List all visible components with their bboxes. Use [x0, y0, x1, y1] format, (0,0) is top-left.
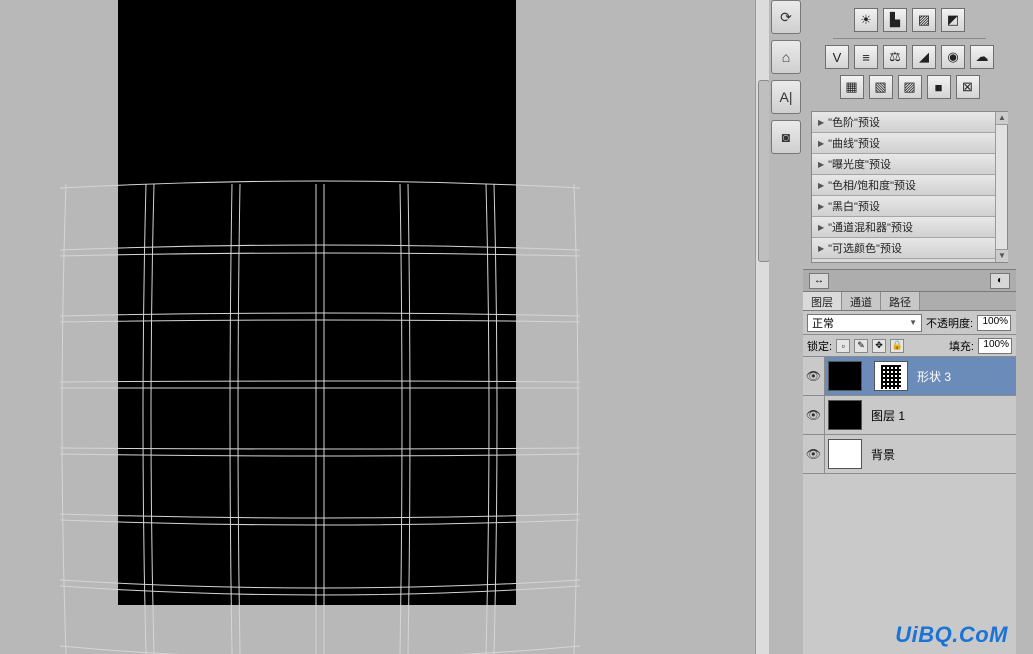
tool-icon-4[interactable]: ◙ — [771, 120, 801, 154]
adj-threshold-icon[interactable]: ▨ — [898, 75, 922, 99]
blend-mode-value: 正常 — [812, 315, 834, 331]
layer-name: 图层 1 — [865, 407, 905, 424]
tool-icon-2[interactable]: ⌂ — [771, 40, 801, 74]
watermark-text: UiBQ.CoM — [895, 622, 1008, 648]
preset-item[interactable]: ▶ "色相/饱和度"预设 — [812, 175, 995, 196]
chevron-down-icon: ▼ — [909, 318, 917, 327]
preset-item[interactable]: ▶ "色阶"预设 — [812, 112, 995, 133]
adj-hue-icon[interactable]: ≡ — [854, 45, 878, 69]
tab-channels[interactable]: 通道 — [842, 292, 881, 310]
tab-paths[interactable]: 路径 — [881, 292, 920, 310]
expand-icon: ▶ — [818, 244, 824, 253]
layer-row[interactable]: 👁 背景 — [803, 435, 1016, 474]
layers-list: 👁 形状 3 👁 图层 1 👁 背景 — [803, 357, 1016, 654]
adj-balance-icon[interactable]: ⚖ — [883, 45, 907, 69]
expand-icon: ▶ — [818, 202, 824, 211]
preset-item[interactable]: ▶ "通道混和器"预设 — [812, 217, 995, 238]
expand-icon: ▶ — [818, 160, 824, 169]
adj-photofilter-icon[interactable]: ◉ — [941, 45, 965, 69]
expand-icon: ▶ — [818, 118, 824, 127]
right-panel-stack: ☀ ▙ ▨ ◩ V ≡ ⚖ ◢ ◉ ☁ ▦ ▧ ▨ ■ ⊠ ▶ "色阶"预设 ▶ "… — [803, 0, 1016, 654]
adj-vibrance-icon[interactable]: V — [825, 45, 849, 69]
adjustment-presets-list: ▶ "色阶"预设 ▶ "曲线"预设 ▶ "曝光度"预设 ▶ "色相/饱和度"预设 ▶ "黑… — [811, 111, 1008, 263]
preset-scrollbar[interactable] — [995, 112, 1007, 262]
preset-label: "色相/饱和度"预设 — [828, 177, 916, 193]
adjustments-footer: ↔ ◐ — [803, 269, 1016, 291]
adj-invert-icon[interactable]: ▦ — [840, 75, 864, 99]
preset-item[interactable]: ▶ "曝光度"预设 — [812, 154, 995, 175]
layer-row[interactable]: 👁 图层 1 — [803, 396, 1016, 435]
preset-item[interactable]: ▶ "黑白"预设 — [812, 196, 995, 217]
expand-icon: ▶ — [818, 223, 824, 232]
fill-label: 填充: — [949, 338, 974, 354]
blend-mode-select[interactable]: 正常 ▼ — [807, 314, 922, 332]
adj-bw-icon[interactable]: ◢ — [912, 45, 936, 69]
expand-icon: ▶ — [818, 181, 824, 190]
preset-label: "通道混和器"预设 — [828, 219, 913, 235]
opacity-label: 不透明度: — [926, 315, 973, 331]
layer-thumbnail[interactable] — [828, 400, 862, 430]
layer-name: 形状 3 — [911, 368, 951, 385]
adj-exposure-icon[interactable]: ◩ — [941, 8, 965, 32]
adj-brightness-icon[interactable]: ☀ — [854, 8, 878, 32]
adj-posterize-icon[interactable]: ▧ — [869, 75, 893, 99]
layer-row[interactable]: 👁 形状 3 — [803, 357, 1016, 396]
clip-icon[interactable]: ◐ — [990, 273, 1010, 289]
lock-transparency-icon[interactable]: ▫ — [836, 339, 850, 353]
preset-label: "黑白"预设 — [828, 198, 880, 214]
lock-label: 锁定: — [807, 338, 832, 354]
lock-pixels-icon[interactable]: ✎ — [854, 339, 868, 353]
lock-all-icon[interactable]: 🔒 — [890, 339, 904, 353]
tool-icon-3[interactable]: A| — [771, 80, 801, 114]
canvas-scrollbar-vertical[interactable] — [755, 0, 769, 654]
expand-view-icon[interactable]: ↔ — [809, 273, 829, 289]
adj-mixer-icon[interactable]: ☁ — [970, 45, 994, 69]
preset-label: "曲线"预设 — [828, 135, 880, 151]
opacity-field[interactable]: 100% — [977, 315, 1011, 331]
fill-field[interactable]: 100% — [978, 338, 1012, 354]
adj-levels-icon[interactable]: ▙ — [883, 8, 907, 32]
layers-tabs: 图层 通道 路径 — [803, 291, 1016, 311]
visibility-eye-icon[interactable]: 👁 — [803, 435, 825, 473]
layer-blend-row: 正常 ▼ 不透明度: 100% — [803, 311, 1016, 335]
document-canvas[interactable] — [0, 0, 769, 654]
canvas-black-shape — [118, 0, 516, 605]
lock-position-icon[interactable]: ✥ — [872, 339, 886, 353]
visibility-eye-icon[interactable]: 👁 — [803, 357, 825, 395]
collapsed-panels-strip: ⟳ ⌂ A| ◙ — [769, 0, 803, 654]
layer-thumbnail[interactable] — [828, 439, 862, 469]
layer-lock-row: 锁定: ▫ ✎ ✥ 🔒 填充: 100% — [803, 335, 1016, 357]
tool-icon-1[interactable]: ⟳ — [771, 0, 801, 34]
tab-layers[interactable]: 图层 — [803, 292, 842, 310]
adj-gradientmap-icon[interactable]: ■ — [927, 75, 951, 99]
preset-label: "色阶"预设 — [828, 114, 880, 130]
expand-icon: ▶ — [818, 139, 824, 148]
layer-name: 背景 — [865, 446, 895, 463]
layer-thumbnail[interactable] — [828, 361, 862, 391]
preset-label: "曝光度"预设 — [828, 156, 891, 172]
preset-item[interactable]: ▶ "曲线"预设 — [812, 133, 995, 154]
visibility-eye-icon[interactable]: 👁 — [803, 396, 825, 434]
preset-item[interactable]: ▶ "可选颜色"预设 — [812, 238, 995, 259]
preset-label: "可选颜色"预设 — [828, 240, 902, 256]
adjustments-panel: ☀ ▙ ▨ ◩ V ≡ ⚖ ◢ ◉ ☁ ▦ ▧ ▨ ■ ⊠ — [803, 0, 1016, 109]
layer-mask-thumbnail[interactable] — [874, 361, 908, 391]
adj-curves-icon[interactable]: ▨ — [912, 8, 936, 32]
adj-selective-icon[interactable]: ⊠ — [956, 75, 980, 99]
